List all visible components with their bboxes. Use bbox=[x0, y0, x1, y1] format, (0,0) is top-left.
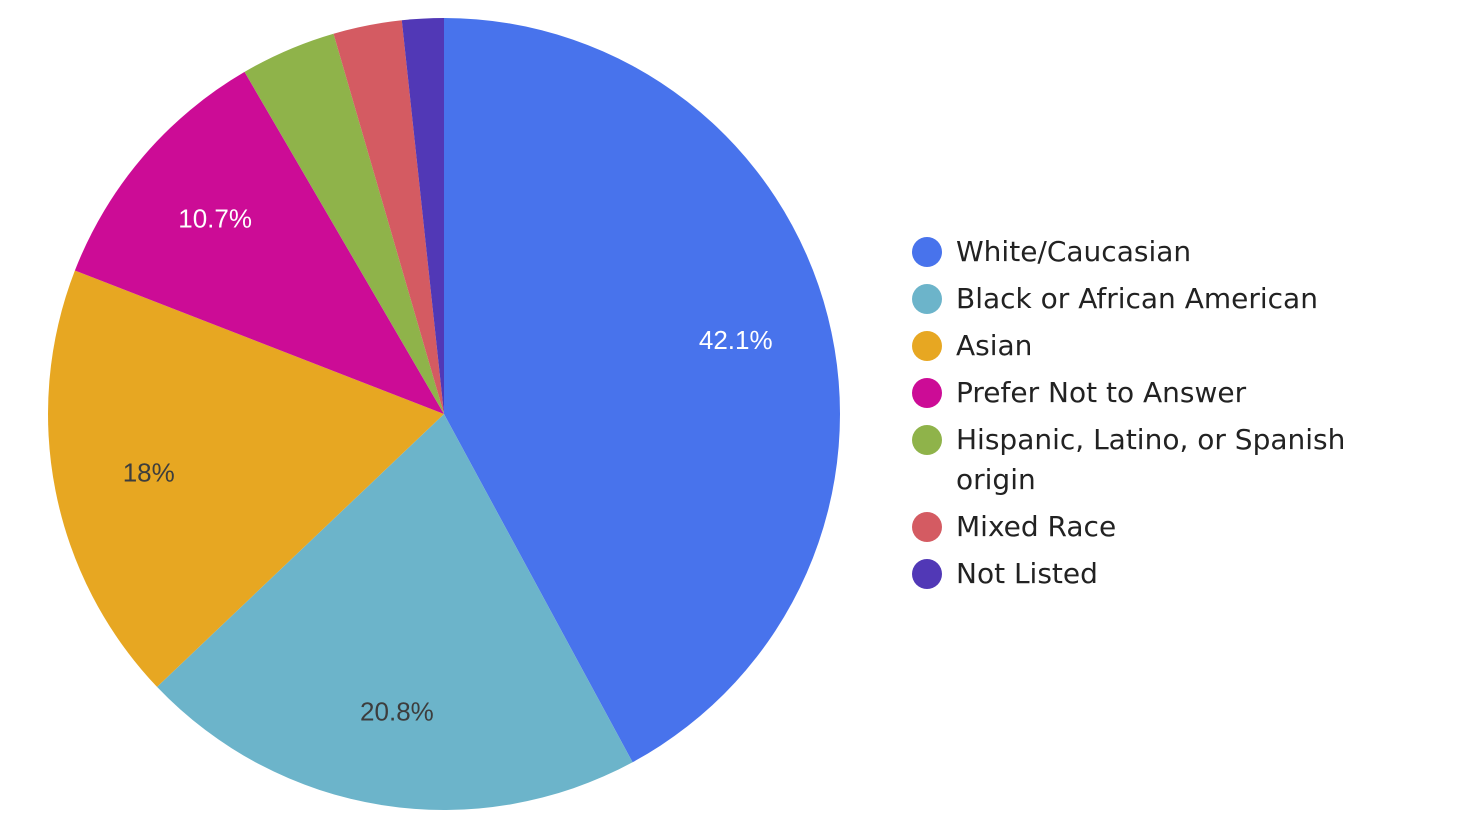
slice-value-label: 20.8% bbox=[360, 696, 434, 726]
pie-slice-not-listed bbox=[401, 18, 444, 414]
legend-label: White/Caucasian bbox=[956, 235, 1192, 268]
legend-item: Hispanic, Latino, or Spanish origin bbox=[912, 420, 1432, 500]
legend-label: Mixed Race bbox=[956, 510, 1117, 543]
legend-color-swatch bbox=[912, 425, 942, 455]
pie-slice-hispanic-latino-or-spanish-origin bbox=[244, 33, 444, 415]
legend-item: Mixed Race bbox=[912, 507, 1432, 547]
legend-color-swatch bbox=[912, 237, 942, 267]
legend-label: Not Listed bbox=[956, 557, 1098, 590]
pie-slice-mixed-race bbox=[333, 20, 444, 414]
chart-legend: White/Caucasian Black or African American… bbox=[912, 232, 1432, 601]
legend-label: Black or African American bbox=[956, 282, 1318, 315]
legend-item: Black or African American bbox=[912, 279, 1432, 319]
slice-value-label: 10.7% bbox=[178, 204, 252, 234]
legend-color-swatch bbox=[912, 284, 942, 314]
legend-color-swatch bbox=[912, 559, 942, 589]
legend-color-swatch bbox=[912, 331, 942, 361]
slice-value-label: 42.1% bbox=[699, 325, 773, 355]
pie-slice-black-or-african-american bbox=[157, 414, 633, 810]
legend-color-swatch bbox=[912, 512, 942, 542]
pie-slice-asian bbox=[48, 270, 445, 687]
legend-item: Not Listed bbox=[912, 554, 1432, 594]
pie-slices bbox=[48, 18, 840, 810]
legend-label: Hispanic, Latino, or Spanish origin bbox=[956, 423, 1346, 496]
legend-item: Prefer Not to Answer bbox=[912, 373, 1432, 413]
legend-label: Asian bbox=[956, 329, 1033, 362]
pie-chart: 42.1% 20.8% 18% 10.7% bbox=[48, 18, 840, 810]
slice-value-label: 18% bbox=[123, 457, 175, 487]
legend-item: Asian bbox=[912, 326, 1432, 366]
legend-color-swatch bbox=[912, 378, 942, 408]
pie-slice-labels: 42.1% 20.8% 18% 10.7% bbox=[123, 204, 773, 727]
legend-item: White/Caucasian bbox=[912, 232, 1432, 272]
pie-slice-prefer-not-to-answer bbox=[74, 71, 444, 415]
pie-slice-white-caucasian bbox=[444, 18, 840, 763]
legend-label: Prefer Not to Answer bbox=[956, 376, 1247, 409]
